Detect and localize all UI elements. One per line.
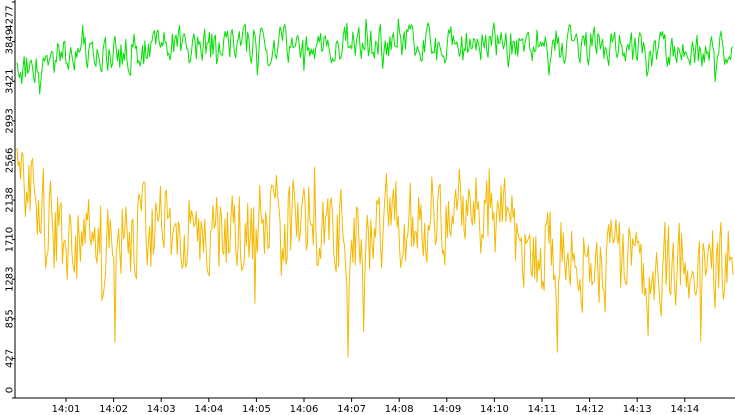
y-tick-label: 1710 [5, 227, 16, 252]
y-tick-label: 2138 [5, 187, 16, 212]
x-tick-label: 14:12 [575, 404, 604, 415]
x-tick-label: 14:03 [147, 404, 176, 415]
x-tick-label: 14:09 [432, 404, 461, 415]
x-tick-label: 14:05 [242, 404, 271, 415]
y-tick-label: 2566 [5, 148, 16, 173]
series-line-1 [16, 18, 734, 95]
x-tick-label: 14:06 [290, 404, 319, 415]
x-tick-label: 14:10 [480, 404, 509, 415]
x-tick-label: 14:13 [623, 404, 652, 415]
x-tick-label: 14:08 [385, 404, 414, 415]
y-tick-label: 855 [5, 309, 16, 328]
x-tick-label: 14:01 [52, 404, 81, 415]
x-tick-label: 14:02 [99, 404, 128, 415]
series-line-2 [16, 147, 734, 358]
plot-area [16, 18, 734, 358]
y-tick-label: 2993 [5, 108, 16, 133]
y-tick-label: 1283 [5, 266, 16, 291]
y-tick-label: 0 [5, 387, 16, 393]
y-tick-label: 427 [5, 349, 16, 368]
x-tick-label: 14:11 [528, 404, 557, 415]
x-axis: 14:01 14:02 14:03 14:04 14:05 14:06 14:07 14:08… [15, 397, 735, 415]
x-tick-label: 14:14 [670, 404, 699, 415]
x-tick-label: 14:07 [337, 404, 366, 415]
x-tick-label: 14:04 [194, 404, 223, 415]
y-tick-label: 3421 [5, 69, 16, 94]
y-tick-label: 3849 [5, 29, 16, 54]
y-tick-label: 4277 [5, 5, 16, 30]
